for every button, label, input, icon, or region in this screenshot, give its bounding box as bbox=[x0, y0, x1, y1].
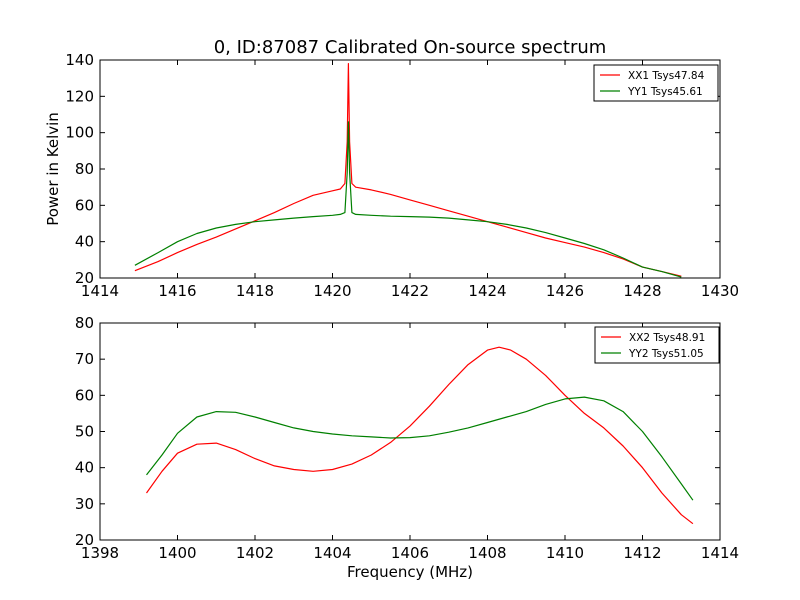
bottom-y-tick-label: 50 bbox=[75, 423, 94, 441]
bottom-legend-label-2: YY2 Tsys51.05 bbox=[628, 348, 704, 360]
top-x-tick-label: 1428 bbox=[623, 282, 661, 300]
bottom-x-tick-label: 1400 bbox=[158, 544, 196, 562]
y-axis-label: Power in Kelvin bbox=[44, 112, 62, 226]
top-y-tick-label: 20 bbox=[75, 269, 94, 287]
bottom-x-tick-label: 1414 bbox=[701, 544, 739, 562]
bottom-legend: XX2 Tsys48.91 YY2 Tsys51.05 bbox=[594, 326, 720, 364]
top-x-tick-label: 1430 bbox=[701, 282, 739, 300]
top-legend-label-2: YY1 Tsys45.61 bbox=[627, 86, 703, 98]
top-y-tick-label: 60 bbox=[75, 196, 94, 214]
top-x-tick-label: 1426 bbox=[546, 282, 584, 300]
top-legend: XX1 Tsys47.84 YY1 Tsys45.61 bbox=[593, 64, 719, 102]
bottom-y-tick-label: 40 bbox=[75, 459, 94, 477]
top-x-tick-label: 1416 bbox=[158, 282, 196, 300]
top-series-line-1 bbox=[134, 62, 682, 277]
bottom-spectrum-panel: 1398 1400 1402 1404 1406 1408 1410 1412 1414 20 30… bbox=[75, 314, 739, 562]
bottom-y-tick-label: 60 bbox=[75, 386, 94, 404]
bottom-x-tick-label: 1398 bbox=[81, 544, 119, 562]
bottom-x-tick-label: 1410 bbox=[546, 544, 584, 562]
bottom-legend-label-1: XX2 Tsys48.91 bbox=[629, 332, 705, 344]
x-axis-label: Frequency (MHz) bbox=[347, 563, 473, 581]
top-y-tick-label: 120 bbox=[65, 87, 94, 105]
top-y-tick-label: 100 bbox=[65, 124, 94, 142]
top-y-tick-label: 80 bbox=[75, 160, 94, 178]
bottom-x-tick-label: 1406 bbox=[391, 544, 429, 562]
bottom-series-line-1 bbox=[146, 346, 694, 525]
bottom-y-tick-label: 20 bbox=[75, 531, 94, 549]
bottom-x-tick-label: 1402 bbox=[236, 544, 274, 562]
bottom-x-tick-label: 1412 bbox=[623, 544, 661, 562]
top-x-tick-label: 1418 bbox=[236, 282, 274, 300]
top-y-tick-label: 140 bbox=[65, 51, 94, 69]
top-x-tick-label: 1424 bbox=[468, 282, 506, 300]
top-legend-label-1: XX1 Tsys47.84 bbox=[628, 70, 705, 82]
top-series-line-2 bbox=[134, 121, 682, 278]
top-x-tick-label: 1414 bbox=[81, 282, 119, 300]
bottom-y-tick-label: 80 bbox=[75, 314, 94, 332]
bottom-y-tick-label: 70 bbox=[75, 350, 94, 368]
top-y-tick-label: 40 bbox=[75, 233, 94, 251]
top-legend-box bbox=[593, 64, 719, 102]
top-x-tick-label: 1422 bbox=[391, 282, 429, 300]
bottom-x-tick-label: 1408 bbox=[468, 544, 506, 562]
bottom-x-tick-label: 1404 bbox=[313, 544, 351, 562]
top-spectrum-panel: 1414 1416 1418 1420 1422 1424 1426 1428 1430 20 40… bbox=[65, 51, 739, 300]
bottom-series-line-2 bbox=[146, 396, 694, 501]
top-x-tick-label: 1420 bbox=[313, 282, 351, 300]
bottom-y-tick-label: 30 bbox=[75, 495, 94, 513]
figure-title: 0, ID:87087 Calibrated On-source spectru… bbox=[214, 37, 607, 58]
bottom-legend-box bbox=[594, 326, 720, 364]
